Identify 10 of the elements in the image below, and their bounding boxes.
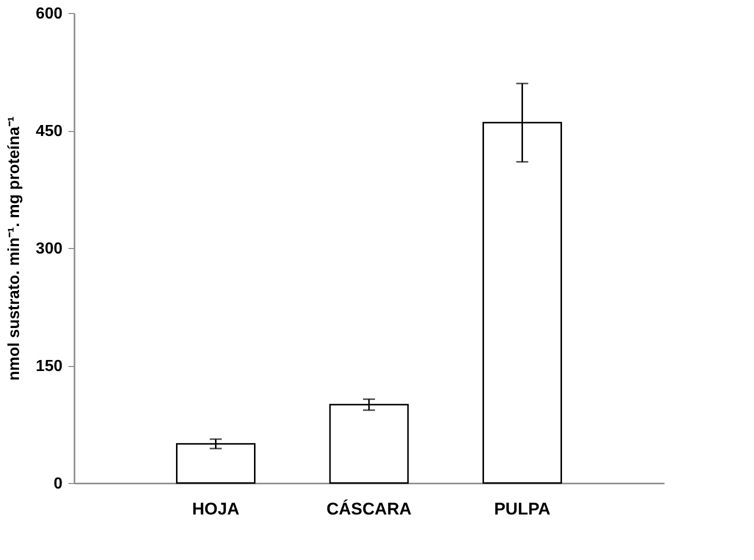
x-tick-label: HOJA xyxy=(192,500,240,518)
y-tick-label: 0 xyxy=(54,476,63,492)
y-tick-label: 450 xyxy=(36,123,63,140)
y-axis-title: nmol sustrato. min⁻¹. mg proteína⁻¹ xyxy=(6,116,23,381)
bar xyxy=(176,443,256,484)
x-tick-label: PULPA xyxy=(494,500,550,518)
y-tick-label: 150 xyxy=(36,358,63,375)
y-tick-label: 300 xyxy=(36,240,63,258)
x-tick-label: CÁSCARA xyxy=(326,498,412,518)
y-tick-label: 600 xyxy=(36,6,63,22)
